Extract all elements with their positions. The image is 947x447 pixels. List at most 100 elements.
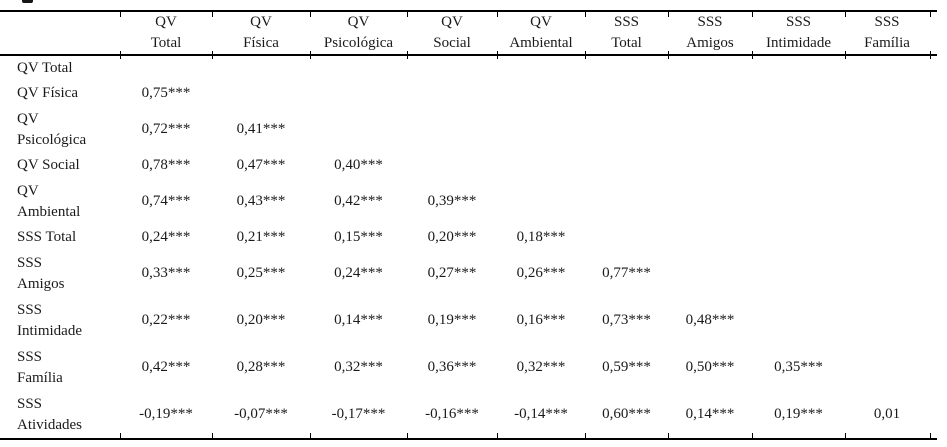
correlation-cell: 0,50*** [685,359,735,375]
correlation-cell [845,153,937,178]
table-row-sss-atividades: SSS Atividades -0,19*** -0,07*** -0,17*** -0… [0,391,937,439]
row-label: QV Social [17,157,80,173]
correlation-cell: 0,15*** [334,229,383,245]
correlation-cell: 0,20*** [236,312,286,328]
table-row-qv-f-sica: QV Física 0,75*** [0,81,937,106]
correlation-cell: 0,74*** [141,193,191,209]
correlation-cell [585,55,668,81]
correlation-cell: 0,73*** [602,312,651,328]
column-boundary-tick [668,12,669,17]
correlation-cell: 0,47*** [236,157,286,173]
table-body: QV Total QV Física 0,75*** QV Psicológica 0,… [0,55,937,439]
correlation-cell: 0,35*** [774,359,823,375]
row-label: SSS Atividades [17,395,82,433]
correlation-cell [752,178,845,225]
correlation-cell [497,178,585,225]
correlation-cell [752,106,845,153]
correlation-cell [752,153,845,178]
correlation-cell [668,106,752,153]
correlation-cell: 0,40*** [334,157,383,173]
correlation-cell: 0,24*** [334,265,383,281]
table-row-qv-social: QV Social 0,78*** 0,47*** 0,40*** [0,153,937,178]
clipped-caption-fragment [22,0,33,3]
correlation-cell: 0,59*** [602,359,651,375]
correlation-cell [212,55,310,81]
correlation-cell: 0,36*** [427,359,477,375]
correlation-cell: 0,48*** [685,312,735,328]
correlation-cell [752,81,845,106]
column-boundary-tick [845,51,846,59]
correlation-cell: -0,19*** [139,406,193,422]
correlation-cell [407,153,497,178]
row-label: QV Total [17,60,73,76]
correlation-cell [585,81,668,106]
correlation-cell: 0,16*** [516,312,566,328]
correlation-cell: 0,32*** [516,359,566,375]
correlation-cell: 0,60*** [602,406,651,422]
column-boundary-tick [120,433,121,439]
correlation-cell [845,55,937,81]
correlation-cell: 0,42*** [141,359,191,375]
row-label: SSS Total [17,229,77,245]
correlation-cell: 0,77*** [602,265,651,281]
correlation-cell: 0,24*** [141,229,191,245]
correlation-cell: 0,42*** [334,193,383,209]
table-row-sss-total: SSS Total 0,24*** 0,21*** 0,15*** 0,20*** 0,1… [0,225,937,250]
correlation-cell: 0,21*** [236,229,286,245]
row-label: QV Psicológica [17,110,87,148]
column-header-qv-social: QV Social [433,14,471,51]
correlation-cell [585,178,668,225]
correlation-cell [752,225,845,250]
column-boundary-tick [310,12,311,17]
correlation-cell: 0,43*** [236,193,286,209]
correlation-cell [497,81,585,106]
column-boundary-tick [120,51,121,59]
column-header-qv-total: QV Total [150,14,182,51]
correlation-cell [668,250,752,297]
correlation-cell: 0,26*** [516,265,566,281]
correlation-cell: -0,17*** [331,406,386,422]
column-boundary-tick [668,51,669,59]
column-boundary-tick [212,51,213,59]
column-boundary-tick [497,12,498,17]
column-boundary-tick [752,433,753,439]
correlation-cell: 0,19*** [774,406,823,422]
correlation-cell [845,297,937,344]
row-label: SSS Amigos [17,254,65,292]
column-boundary-tick [752,51,753,59]
table-row-sss-intimidade: SSS Intimidade 0,22*** 0,20*** 0,14*** 0,19*… [0,297,937,344]
correlation-cell: 0,32*** [334,359,383,375]
row-label-header-empty [0,11,120,55]
correlation-cell: 0,25*** [236,265,286,281]
column-boundary-tick [752,12,753,17]
correlation-cell: 0,72*** [141,121,191,137]
correlation-cell: -0,16*** [425,406,479,422]
correlation-cell [310,81,407,106]
correlation-cell: 0,01 [873,406,901,422]
column-boundary-tick [407,12,408,17]
correlation-cell: 0,20*** [427,229,477,245]
correlation-cell: -0,07*** [234,406,288,422]
correlation-cell [845,250,937,297]
column-boundary-tick [845,12,846,17]
column-header-qv-f-sica: QV Física [243,14,279,51]
correlation-cell [120,55,212,81]
table-row-qv-ambiental: QV Ambiental 0,74*** 0,43*** 0,42*** 0,39*** [0,178,937,225]
correlation-cell [585,225,668,250]
column-boundary-tick [310,433,311,439]
correlation-cell [407,106,497,153]
correlation-cell [845,81,937,106]
correlation-cell [668,55,752,81]
correlation-cell: 0,19*** [427,312,477,328]
table-row-sss-amigos: SSS Amigos 0,33*** 0,25*** 0,24*** 0,27*** 0,… [0,250,937,297]
table-row-sss-fam-lia: SSS Família 0,42*** 0,28*** 0,32*** 0,36*** 0… [0,344,937,391]
column-boundary-tick [930,12,931,17]
correlation-cell: 0,28*** [236,359,286,375]
column-boundary-tick [930,51,931,59]
column-boundary-tick [212,12,213,17]
correlation-cell [845,344,937,391]
column-boundary-tick [930,433,931,439]
table-row-qv-total: QV Total [0,55,937,81]
column-boundary-tick [497,51,498,59]
correlation-cell [752,250,845,297]
